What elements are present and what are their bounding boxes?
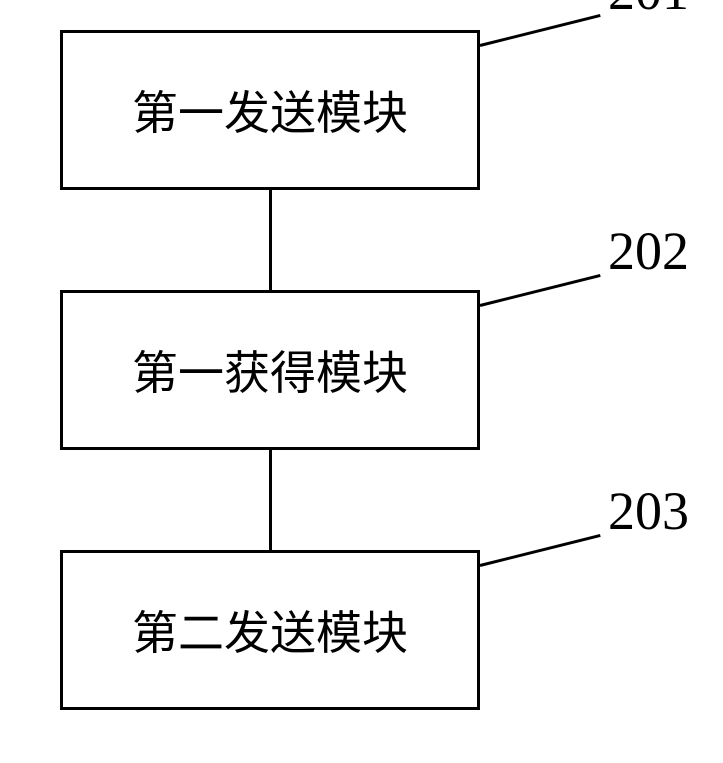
leader-line	[480, 274, 601, 307]
callout-number: 202	[608, 220, 689, 282]
diagram-canvas: 第一发送模块 201 第一获得模块 202 第二发送模块 203	[0, 0, 723, 763]
node-first-send-module: 第一发送模块	[60, 30, 480, 190]
node-label: 第二发送模块	[132, 597, 408, 663]
connector	[269, 450, 272, 550]
leader-line	[480, 14, 601, 47]
callout-number: 201	[608, 0, 689, 22]
leader-line	[480, 534, 601, 567]
node-first-obtain-module: 第一获得模块	[60, 290, 480, 450]
connector	[269, 190, 272, 290]
node-label: 第一获得模块	[132, 337, 408, 403]
node-label: 第一发送模块	[132, 77, 408, 143]
callout-number: 203	[608, 480, 689, 542]
node-second-send-module: 第二发送模块	[60, 550, 480, 710]
